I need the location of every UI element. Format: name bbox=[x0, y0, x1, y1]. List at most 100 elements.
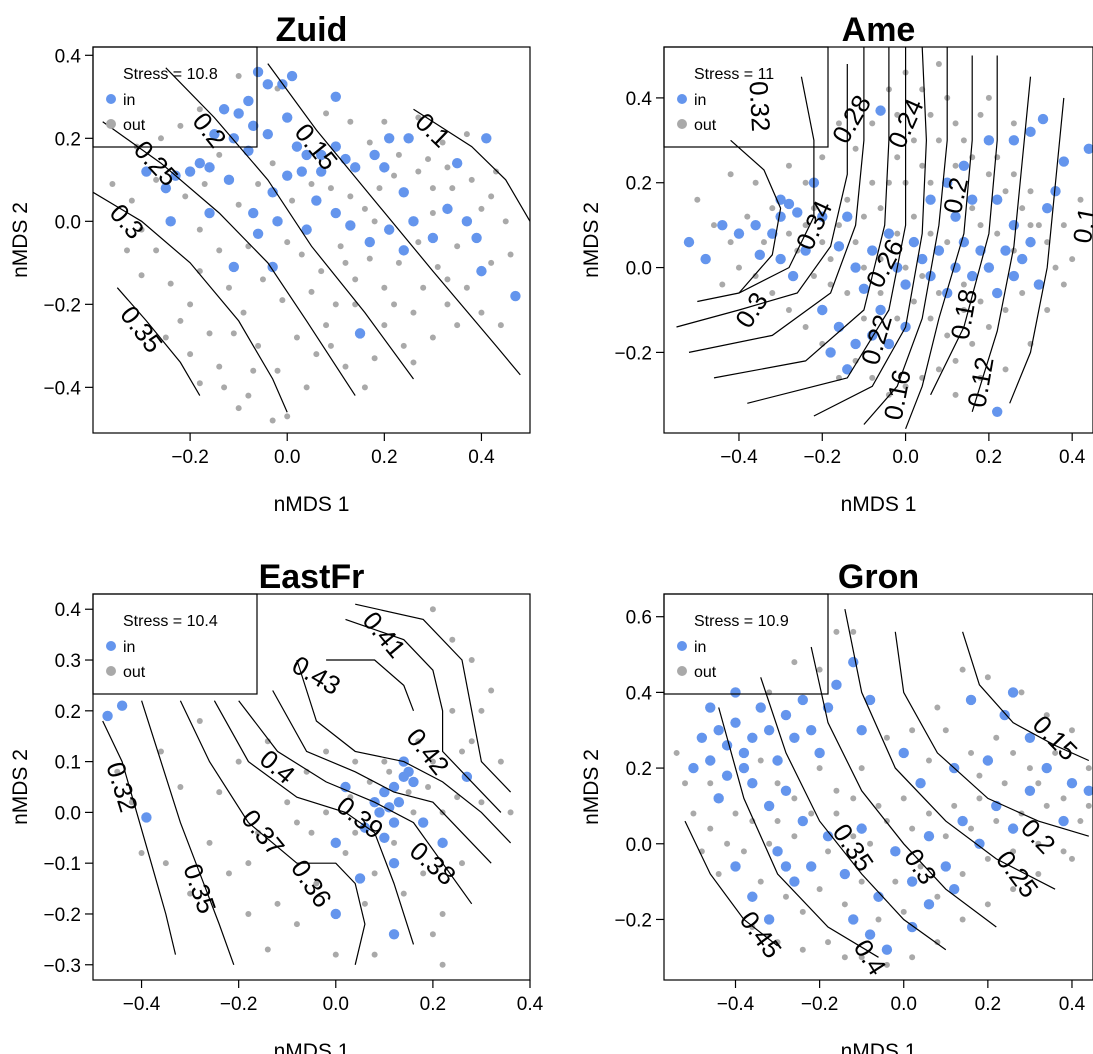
contour-line bbox=[179, 700, 366, 965]
point-in bbox=[369, 149, 380, 161]
point-in bbox=[228, 133, 240, 144]
point-out bbox=[327, 185, 334, 192]
point-out bbox=[1018, 689, 1025, 696]
contour-label: 0.38 bbox=[404, 835, 462, 891]
point-out bbox=[858, 954, 865, 961]
point-in bbox=[316, 149, 327, 161]
point-in bbox=[917, 253, 928, 265]
y-tick-label: 0.0 bbox=[55, 803, 81, 824]
contour-line bbox=[810, 646, 997, 928]
point-out bbox=[269, 417, 276, 424]
point-in bbox=[262, 79, 273, 90]
point-out bbox=[478, 707, 485, 714]
point-out bbox=[293, 921, 300, 928]
point-out bbox=[352, 276, 359, 283]
point-in bbox=[754, 249, 765, 261]
point-out bbox=[942, 727, 949, 734]
point-in bbox=[262, 128, 273, 140]
point-in bbox=[806, 861, 817, 872]
point-in bbox=[379, 162, 390, 173]
point-out bbox=[875, 916, 882, 923]
contour-line bbox=[730, 139, 782, 294]
point-out bbox=[825, 848, 832, 855]
point-in bbox=[403, 766, 414, 777]
contour-line bbox=[267, 63, 521, 376]
point-out bbox=[327, 342, 334, 349]
point-in bbox=[204, 207, 215, 219]
contour-line bbox=[413, 108, 530, 222]
point-out bbox=[852, 239, 859, 246]
point-out bbox=[858, 878, 865, 885]
point-out bbox=[735, 264, 742, 271]
point-in bbox=[461, 216, 473, 227]
point-out bbox=[250, 367, 257, 374]
point-in bbox=[713, 725, 724, 736]
point-in bbox=[141, 812, 152, 823]
chart-title: EastFr bbox=[259, 558, 365, 596]
contour-label: 0.1 bbox=[1067, 205, 1093, 246]
point-out bbox=[1010, 120, 1017, 127]
point-in bbox=[792, 207, 803, 218]
point-in bbox=[330, 141, 341, 152]
point-out bbox=[984, 674, 991, 681]
point-in bbox=[427, 232, 439, 244]
point-in bbox=[925, 194, 936, 205]
point-out bbox=[959, 666, 966, 673]
point-in bbox=[330, 837, 341, 849]
point-in bbox=[767, 228, 778, 239]
point-out bbox=[819, 239, 826, 246]
point-out bbox=[201, 180, 208, 187]
point-out bbox=[264, 946, 271, 953]
point-out bbox=[1001, 780, 1008, 787]
contour-line bbox=[141, 700, 235, 966]
point-out bbox=[727, 239, 734, 246]
point-in bbox=[967, 194, 978, 205]
point-in bbox=[116, 700, 128, 711]
point-out bbox=[968, 825, 975, 832]
point-out bbox=[352, 829, 359, 836]
x-tick-label: −0.2 bbox=[171, 447, 209, 468]
point-in bbox=[1007, 687, 1019, 698]
point-out bbox=[1077, 818, 1084, 825]
point-out bbox=[766, 840, 773, 847]
point-out bbox=[707, 825, 714, 832]
point-out bbox=[1010, 749, 1017, 756]
point-out bbox=[235, 758, 242, 765]
point-out bbox=[245, 243, 252, 250]
contour-line bbox=[930, 55, 998, 396]
point-in bbox=[233, 108, 244, 119]
point-in bbox=[160, 182, 172, 194]
point-out bbox=[395, 151, 402, 158]
y-axis-label: nMDS 2 bbox=[9, 749, 32, 825]
x-tick-label: 0.4 bbox=[468, 447, 495, 468]
point-out bbox=[927, 179, 934, 186]
point-out bbox=[791, 659, 798, 666]
point-in bbox=[890, 846, 901, 857]
point-in bbox=[272, 216, 283, 227]
point-out bbox=[1085, 802, 1092, 809]
x-tick-label: 0.2 bbox=[420, 994, 446, 1015]
point-in bbox=[942, 287, 953, 299]
point-out bbox=[910, 213, 917, 220]
point-out bbox=[740, 848, 747, 855]
point-out bbox=[459, 748, 466, 755]
legend-out-marker bbox=[677, 666, 687, 676]
point-in bbox=[330, 207, 341, 219]
point-in bbox=[1041, 202, 1053, 214]
point-out bbox=[1052, 264, 1059, 271]
point-out bbox=[1019, 205, 1026, 212]
point-out bbox=[785, 230, 792, 237]
point-out bbox=[909, 954, 916, 961]
point-in bbox=[364, 236, 375, 248]
point-in bbox=[856, 725, 867, 736]
point-out bbox=[827, 281, 834, 288]
point-in bbox=[165, 216, 176, 227]
x-tick-label: −0.2 bbox=[801, 994, 839, 1015]
x-tick-label: 0.2 bbox=[975, 994, 1001, 1015]
x-tick-label: 0.4 bbox=[517, 994, 544, 1015]
point-in bbox=[747, 732, 758, 744]
point-out bbox=[919, 162, 926, 169]
point-in bbox=[267, 261, 278, 273]
point-out bbox=[381, 284, 388, 291]
point-in bbox=[850, 338, 861, 350]
